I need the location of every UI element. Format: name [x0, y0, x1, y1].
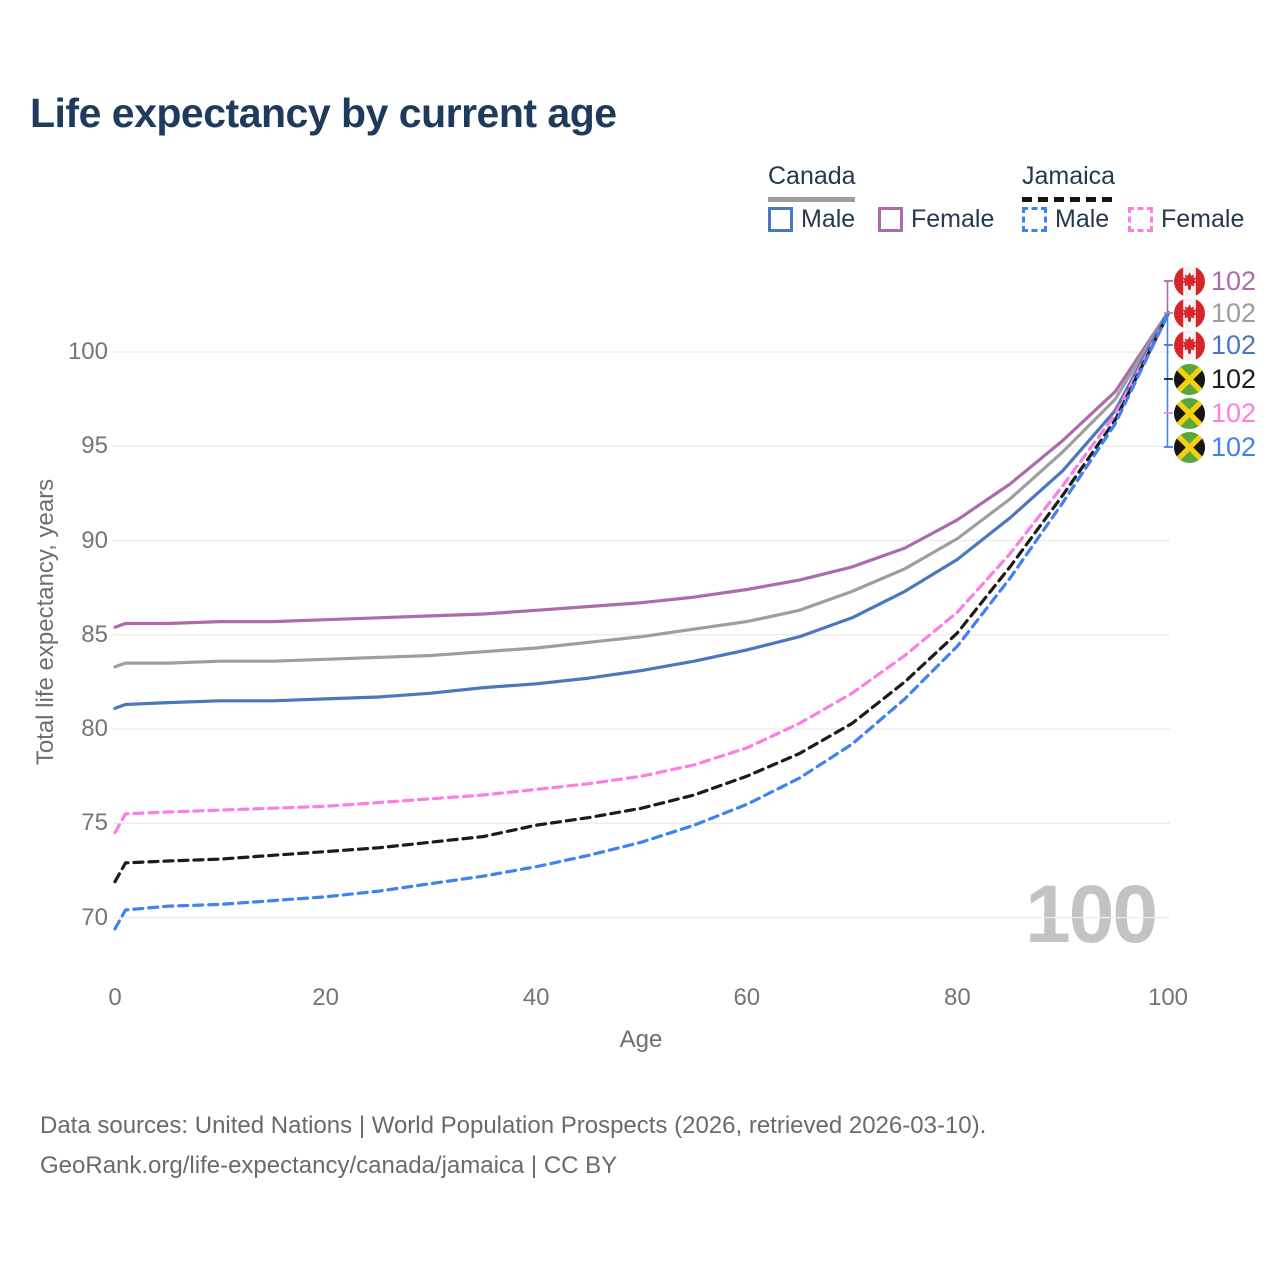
- page-title: Life expectancy by current age: [30, 90, 617, 136]
- canada-flag-icon: [1174, 297, 1205, 329]
- callout-value: 102: [1211, 265, 1257, 296]
- y-tick-label: 85: [81, 620, 108, 648]
- series-line-canada-male[interactable]: [113, 310, 1170, 710]
- series-line-canada-female[interactable]: [113, 310, 1170, 629]
- y-tick-label: 80: [81, 715, 108, 743]
- canada-male-swatch-icon: [768, 206, 793, 232]
- callout-jamaica-3: 102: [1174, 363, 1256, 395]
- legend-label: Male: [1055, 205, 1110, 233]
- y-tick-label: 100: [67, 338, 108, 365]
- x-axis-title: Age: [619, 1026, 663, 1053]
- gridlines: [113, 351, 1170, 919]
- callout-value: 102: [1211, 363, 1257, 394]
- callout-leader-lines: [1164, 280, 1173, 448]
- age-watermark: 100: [1025, 869, 1158, 960]
- callout-canada-1: 102: [1174, 297, 1256, 329]
- footer-attribution: GeoRank.org/life-expectancy/canada/jamai…: [40, 1152, 618, 1179]
- x-tick-label: 0: [108, 984, 122, 1011]
- canada-female-swatch-icon: [878, 206, 903, 232]
- jamaica-flag-icon: [1174, 363, 1205, 395]
- legend-label: Male: [801, 205, 856, 233]
- legend-item-canada-female[interactable]: Female: [878, 205, 994, 233]
- callout-value: 102: [1211, 329, 1257, 360]
- callout-value: 102: [1211, 297, 1257, 328]
- y-tick-label: 75: [81, 809, 108, 837]
- x-tick-label: 100: [1147, 984, 1189, 1011]
- jamaica-flag-icon: [1174, 431, 1205, 463]
- footer: Data sources: United Nations | World Pop…: [40, 1106, 986, 1186]
- legend-group-canada[interactable]: Canada: [768, 162, 856, 190]
- x-tick-label: 20: [312, 984, 339, 1011]
- legend-group-jamaica[interactable]: Jamaica: [1022, 162, 1116, 190]
- jamaica-line-style-sample: [1022, 197, 1112, 202]
- callout-canada-2: 102: [1174, 329, 1256, 361]
- callout-jamaica-5: 102: [1174, 431, 1256, 463]
- canada-flag-icon: [1174, 329, 1205, 361]
- jamaica-female-swatch-icon: [1128, 206, 1153, 232]
- y-tick-label: 95: [81, 432, 108, 460]
- callout-value: 102: [1211, 431, 1257, 462]
- jamaica-male-swatch-icon: [1022, 206, 1047, 232]
- footer-sources: Data sources: United Nations | World Pop…: [40, 1112, 987, 1139]
- callout-jamaica-4: 102: [1174, 397, 1256, 429]
- canada-flag-icon: [1174, 265, 1205, 297]
- callout-value: 102: [1211, 397, 1257, 428]
- legend-label: Female: [911, 205, 995, 233]
- legend-item-jamaica-male[interactable]: Male: [1022, 205, 1109, 233]
- y-tick-label: 90: [81, 526, 108, 554]
- x-tick-label: 80: [944, 984, 971, 1011]
- series-line-jamaica-female[interactable]: [113, 312, 1170, 835]
- legend-item-canada-male[interactable]: Male: [768, 205, 855, 233]
- series-line-canada-both-sexes[interactable]: [113, 310, 1170, 669]
- jamaica-flag-icon: [1174, 397, 1205, 429]
- legend-item-jamaica-female[interactable]: Female: [1128, 205, 1244, 233]
- y-tick-label: 70: [81, 903, 108, 931]
- series-line-jamaica-male[interactable]: [113, 312, 1170, 931]
- x-tick-label: 60: [733, 984, 761, 1011]
- x-tick-label: 40: [522, 984, 550, 1011]
- legend-label: Female: [1161, 205, 1245, 233]
- callout-canada-0: 102: [1174, 265, 1256, 297]
- series-line-jamaica-both-sexes[interactable]: [113, 312, 1170, 884]
- canada-line-style-sample: [768, 197, 855, 202]
- y-axis-title: Total life expectancy, years: [32, 478, 59, 766]
